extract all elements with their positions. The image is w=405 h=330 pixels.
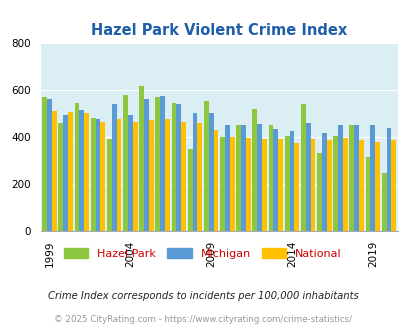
Bar — [273, 129, 277, 231]
Bar — [262, 139, 266, 231]
Bar — [224, 125, 229, 231]
Bar — [284, 136, 289, 231]
Bar — [176, 104, 181, 231]
Bar — [294, 143, 298, 231]
Bar — [95, 119, 100, 231]
Text: © 2025 CityRating.com - https://www.cityrating.com/crime-statistics/: © 2025 CityRating.com - https://www.city… — [54, 315, 351, 324]
Bar — [171, 103, 176, 231]
Bar — [79, 110, 84, 231]
Bar — [107, 139, 111, 231]
Bar — [326, 141, 331, 231]
Bar — [100, 122, 105, 231]
Bar — [342, 138, 347, 231]
Bar — [144, 99, 149, 231]
Bar — [386, 128, 390, 231]
Bar — [132, 122, 137, 231]
Bar — [300, 104, 305, 231]
Bar — [381, 173, 386, 231]
Bar — [47, 99, 52, 231]
Bar — [123, 95, 128, 231]
Bar — [203, 101, 208, 231]
Bar — [305, 123, 310, 231]
Bar — [68, 112, 73, 231]
Text: Crime Index corresponds to incidents per 100,000 inhabitants: Crime Index corresponds to incidents per… — [47, 291, 358, 301]
Bar — [310, 139, 315, 231]
Bar — [84, 114, 89, 231]
Bar — [75, 103, 79, 231]
Bar — [358, 141, 363, 231]
Bar — [337, 125, 342, 231]
Bar — [160, 96, 165, 231]
Bar — [236, 125, 241, 231]
Bar — [58, 123, 63, 231]
Bar — [42, 97, 47, 231]
Bar — [364, 157, 369, 231]
Bar — [241, 125, 245, 231]
Bar — [187, 149, 192, 231]
Bar — [321, 133, 326, 231]
Bar — [369, 125, 374, 231]
Bar — [181, 122, 185, 231]
Bar — [277, 139, 282, 231]
Bar — [52, 111, 57, 231]
Legend: Hazel Park, Michigan, National: Hazel Park, Michigan, National — [60, 244, 345, 263]
Bar — [268, 125, 273, 231]
Bar — [155, 97, 160, 231]
Bar — [220, 137, 224, 231]
Bar — [257, 124, 262, 231]
Bar — [213, 130, 218, 231]
Bar — [197, 123, 202, 231]
Bar — [128, 115, 132, 231]
Bar — [90, 118, 95, 231]
Bar — [63, 115, 68, 231]
Bar — [252, 109, 257, 231]
Bar — [139, 86, 144, 231]
Bar — [333, 136, 337, 231]
Bar — [390, 141, 395, 231]
Bar — [245, 138, 250, 231]
Bar — [349, 125, 353, 231]
Bar — [316, 153, 321, 231]
Bar — [111, 104, 116, 231]
Bar — [116, 119, 121, 231]
Bar — [208, 114, 213, 231]
Title: Hazel Park Violent Crime Index: Hazel Park Violent Crime Index — [91, 22, 347, 38]
Bar — [353, 125, 358, 231]
Bar — [149, 120, 153, 231]
Bar — [229, 137, 234, 231]
Bar — [192, 114, 197, 231]
Bar — [289, 131, 294, 231]
Bar — [374, 142, 379, 231]
Bar — [165, 119, 170, 231]
